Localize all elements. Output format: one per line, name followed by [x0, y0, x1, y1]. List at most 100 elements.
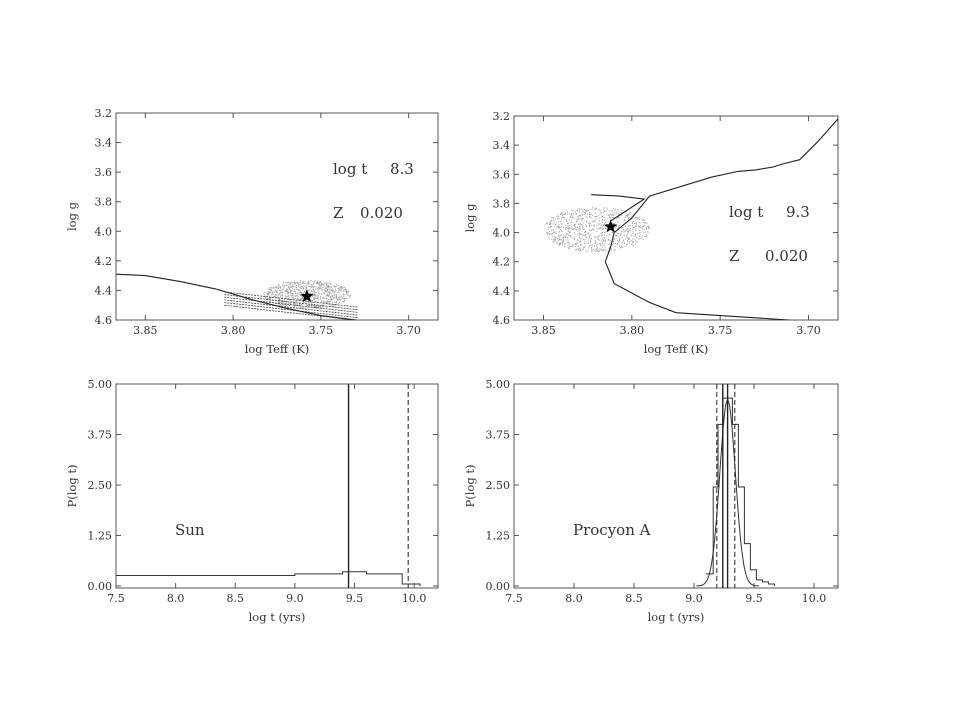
model-point — [588, 214, 590, 216]
model-point — [268, 297, 270, 299]
model-point — [618, 241, 620, 243]
model-point — [289, 285, 291, 287]
model-track — [224, 294, 358, 311]
model-point — [624, 233, 626, 235]
model-point — [267, 292, 269, 294]
model-point — [597, 214, 599, 216]
model-point — [580, 241, 582, 243]
model-point — [336, 287, 338, 289]
model-point — [576, 243, 578, 245]
model-point — [609, 216, 611, 218]
model-point — [562, 241, 564, 243]
model-point — [268, 287, 271, 289]
model-point — [551, 238, 553, 240]
model-point — [604, 243, 606, 245]
model-point — [284, 294, 286, 296]
model-point — [602, 250, 605, 252]
model-point — [548, 238, 550, 240]
model-point — [562, 236, 565, 238]
model-point — [558, 220, 560, 223]
model-point — [268, 300, 271, 302]
model-point — [318, 307, 320, 309]
model-point — [326, 292, 328, 294]
model-point — [285, 301, 287, 303]
model-point — [629, 241, 631, 243]
model-point — [325, 283, 328, 285]
model-point — [338, 285, 340, 287]
model-point — [271, 293, 273, 296]
model-point — [288, 305, 290, 307]
model-point — [560, 213, 562, 215]
model-point — [594, 221, 596, 223]
model-point — [279, 294, 281, 296]
model-point — [571, 228, 574, 230]
model-point — [561, 212, 563, 214]
model-point — [569, 217, 571, 219]
model-point — [560, 223, 562, 225]
model-point — [271, 295, 273, 297]
model-point — [314, 297, 316, 299]
model-point — [627, 237, 629, 239]
model-point — [606, 208, 608, 210]
y-tick-label: 3.8 — [95, 196, 113, 209]
model-point — [639, 216, 641, 218]
y-tick-label: 2.50 — [486, 479, 511, 492]
model-point — [299, 287, 301, 289]
model-point — [308, 281, 310, 283]
model-point — [569, 222, 571, 224]
model-point — [627, 232, 629, 234]
model-point — [632, 233, 634, 235]
model-point — [621, 245, 623, 247]
model-point — [546, 223, 548, 225]
model-point — [270, 289, 272, 291]
model-point — [639, 234, 641, 236]
model-point — [638, 232, 640, 234]
model-point — [298, 285, 300, 287]
model-point — [331, 294, 333, 296]
model-point — [568, 247, 570, 249]
model-point — [618, 236, 620, 238]
age-probability-procyon-panel: Procyon A 7.5 8.0 8.5 9.0 9.5 10.0 0.00 1.25 2.5… — [463, 378, 839, 624]
model-point — [343, 298, 346, 300]
model-point — [596, 246, 598, 248]
model-point — [573, 231, 576, 233]
model-point — [567, 233, 569, 235]
model-point — [339, 295, 341, 297]
model-point — [549, 221, 551, 223]
model-point — [627, 217, 629, 220]
model-point — [598, 249, 600, 251]
model-point — [600, 227, 602, 229]
model-point — [302, 288, 305, 290]
model-point — [580, 248, 582, 250]
model-point — [300, 295, 302, 297]
model-point — [317, 282, 319, 284]
model-point — [605, 210, 607, 212]
model-point — [279, 302, 281, 304]
model-point — [325, 301, 327, 303]
model-point — [550, 219, 552, 221]
model-point — [291, 298, 294, 301]
model-point — [587, 232, 589, 234]
model-point — [600, 215, 603, 217]
model-point — [630, 225, 632, 227]
model-point — [273, 296, 275, 298]
model-point — [611, 210, 613, 212]
model-point — [573, 228, 575, 231]
model-point — [284, 290, 286, 292]
model-point — [284, 285, 286, 287]
model-point — [329, 294, 331, 296]
model-point — [579, 241, 581, 243]
model-point — [337, 289, 339, 291]
model-point — [624, 241, 626, 244]
y-tick-label: 5.00 — [88, 378, 113, 391]
model-point — [590, 238, 592, 240]
model-point — [289, 291, 292, 293]
model-point — [567, 234, 570, 236]
model-point — [277, 294, 279, 296]
model-point — [313, 291, 315, 293]
model-point — [614, 242, 616, 244]
model-point — [639, 222, 641, 224]
model-point — [313, 286, 316, 288]
model-point — [633, 238, 636, 240]
model-point — [589, 235, 591, 237]
